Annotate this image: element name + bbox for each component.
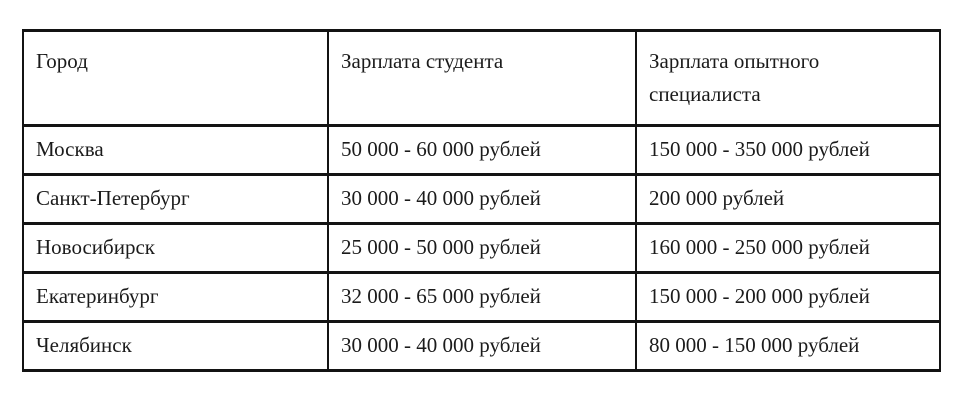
cell-student-salary: 30 000 - 40 000 рублей <box>327 320 637 372</box>
cell-student-salary: 25 000 - 50 000 рублей <box>327 222 637 274</box>
cell-expert-salary: 160 000 - 250 000 рублей <box>635 222 941 274</box>
column-header-expert-salary: Зарплата опытного специалиста <box>635 29 941 127</box>
column-header-student-salary: Зарплата студента <box>327 29 637 127</box>
cell-city: Москва <box>22 124 329 176</box>
table-row: Челябинск 30 000 - 40 000 рублей 80 000 … <box>22 320 941 372</box>
table-row: Екатеринбург 32 000 - 65 000 рублей 150 … <box>22 271 941 323</box>
cell-expert-salary: 150 000 - 200 000 рублей <box>635 271 941 323</box>
cell-student-salary: 50 000 - 60 000 рублей <box>327 124 637 176</box>
cell-student-salary: 32 000 - 65 000 рублей <box>327 271 637 323</box>
cell-city: Екатеринбург <box>22 271 329 323</box>
column-header-city: Город <box>22 29 329 127</box>
table-row: Новосибирск 25 000 - 50 000 рублей 160 0… <box>22 222 941 274</box>
table-row: Санкт-Петербург 30 000 - 40 000 рублей 2… <box>22 173 941 225</box>
cell-expert-salary: 150 000 - 350 000 рублей <box>635 124 941 176</box>
cell-student-salary: 30 000 - 40 000 рублей <box>327 173 637 225</box>
cell-expert-salary: 200 000 рублей <box>635 173 941 225</box>
cell-city: Новосибирск <box>22 222 329 274</box>
table-row: Москва 50 000 - 60 000 рублей 150 000 - … <box>22 124 941 176</box>
cell-city: Челябинск <box>22 320 329 372</box>
cell-city: Санкт-Петербург <box>22 173 329 225</box>
salary-table: Город Зарплата студента Зарплата опытног… <box>22 29 941 372</box>
table-header-row: Город Зарплата студента Зарплата опытног… <box>22 29 941 127</box>
cell-expert-salary: 80 000 - 150 000 рублей <box>635 320 941 372</box>
